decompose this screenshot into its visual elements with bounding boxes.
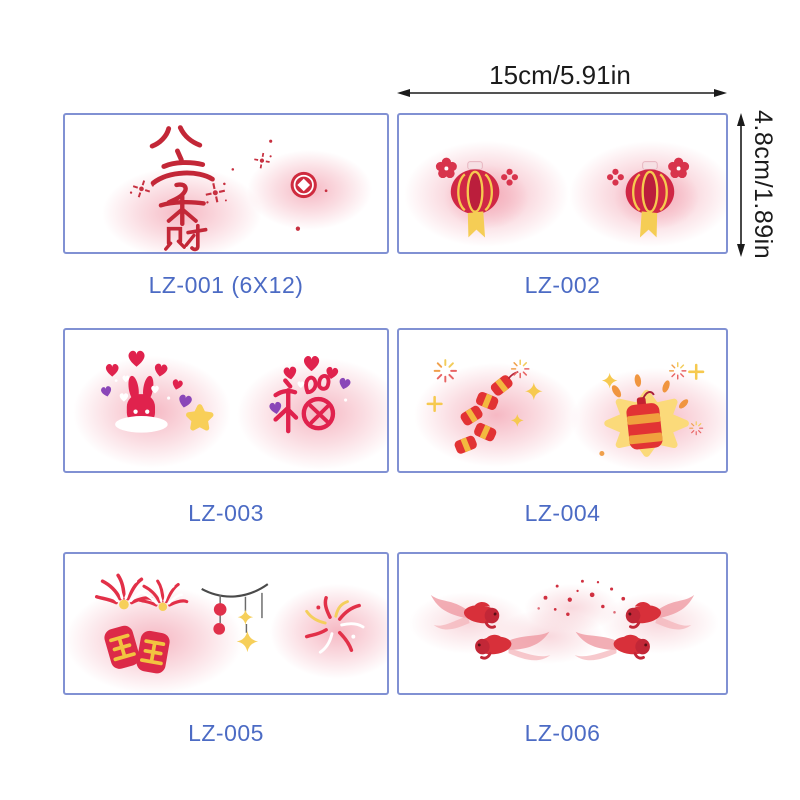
firework-burst-icon	[510, 359, 530, 379]
mini-flower-icon	[501, 168, 518, 186]
plum-blossom-icon	[435, 157, 457, 179]
calligraphy-blessing-icon	[149, 125, 215, 252]
heart-icon	[100, 350, 193, 409]
sparkle-icon	[129, 152, 272, 204]
sparkle-icon	[426, 382, 543, 427]
heart-icon	[268, 356, 352, 415]
firecrackers-art	[426, 359, 705, 457]
star-flower-icon	[186, 404, 214, 431]
panel-label-lz-004: LZ-004	[524, 500, 601, 526]
dot-accents	[537, 579, 626, 617]
fireworks-art	[94, 573, 365, 677]
bursting-firecracker-icon	[599, 362, 705, 457]
firework-burst-icon	[304, 595, 365, 654]
sticker-panel-lz-006	[397, 552, 728, 695]
height-dimension-arrow	[737, 113, 745, 257]
sticker-panel-lz-005	[63, 552, 389, 695]
sticker-panel-lz-001	[63, 113, 389, 254]
lantern-icon	[450, 161, 500, 238]
sticker-panel-lz-003	[63, 328, 389, 473]
sticker-panel-lz-004	[397, 328, 728, 473]
rabbit-and-fu-art	[100, 350, 352, 434]
panel-label-lz-001: LZ-001 (6X12)	[148, 272, 304, 298]
firework-burst-icon	[433, 359, 457, 383]
panel-label-lz-003: LZ-003	[188, 500, 264, 526]
rabbit-icon	[115, 375, 168, 433]
panel-label-lz-006: LZ-006	[524, 720, 601, 746]
firecracker-string-icon	[453, 370, 519, 456]
gold-coin-icon	[290, 171, 317, 199]
sticker-panel-lz-002	[397, 113, 728, 254]
wealth-calligraphy-art	[129, 125, 328, 252]
koi-fish-art	[430, 579, 696, 662]
hanging-ornament-icon	[201, 583, 269, 653]
height-dimension-label: 4.8cm/1.89in	[749, 110, 777, 260]
width-dimension-arrow	[397, 89, 727, 97]
width-dimension-label: 15cm/5.91in	[489, 60, 631, 90]
dot-accents	[231, 139, 328, 231]
panel-label-lz-005: LZ-005	[188, 720, 264, 746]
red-lanterns-art	[435, 156, 691, 241]
firecracker-bottles-icon	[94, 573, 189, 677]
fu-character-icon	[273, 374, 336, 434]
koi-fish-pair-icon	[430, 594, 551, 661]
panel-label-lz-002: LZ-002	[524, 272, 601, 298]
